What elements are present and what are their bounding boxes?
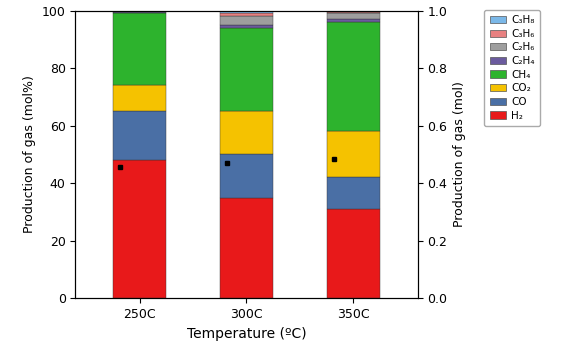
Bar: [113, 160, 166, 298]
Bar: [327, 22, 380, 131]
Y-axis label: Production of gas (mol): Production of gas (mol): [453, 81, 466, 227]
Bar: [220, 154, 273, 198]
Bar: [113, 13, 166, 85]
Legend: C₃H₈, C₃H₆, C₂H₆, C₂H₄, CH₄, CO₂, CO, H₂: C₃H₈, C₃H₆, C₂H₆, C₂H₄, CH₄, CO₂, CO, H₂: [484, 10, 540, 126]
Bar: [220, 13, 273, 16]
Bar: [220, 25, 273, 28]
Bar: [327, 131, 380, 178]
Bar: [327, 11, 380, 12]
Bar: [113, 12, 166, 13]
X-axis label: Temperature (ºC): Temperature (ºC): [187, 327, 306, 340]
Bar: [327, 12, 380, 13]
Y-axis label: Production of gas (mol%): Production of gas (mol%): [23, 75, 36, 233]
Bar: [220, 111, 273, 154]
Bar: [113, 85, 166, 111]
Bar: [220, 198, 273, 298]
Bar: [113, 111, 166, 160]
Bar: [220, 11, 273, 13]
Bar: [220, 16, 273, 25]
Bar: [220, 28, 273, 111]
Bar: [327, 13, 380, 19]
Bar: [327, 178, 380, 209]
Bar: [327, 209, 380, 298]
Bar: [327, 19, 380, 22]
Bar: [113, 11, 166, 12]
